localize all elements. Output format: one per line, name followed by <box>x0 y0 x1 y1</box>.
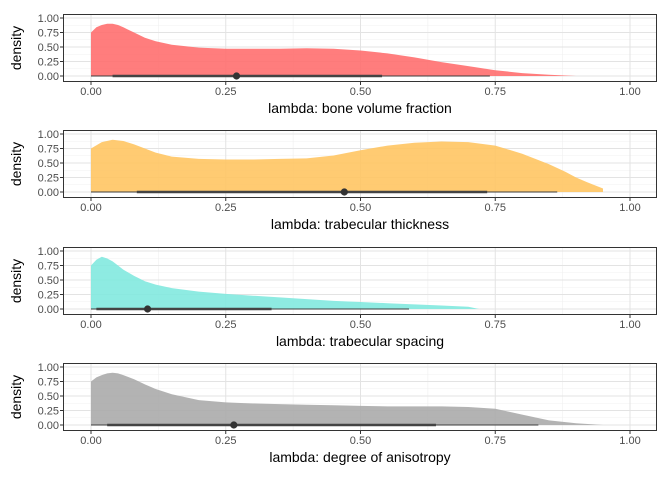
density-panel: 0.00 0.25 0.50 0.75 1.00 0.00 0.25 0.50 0.75 1.00… <box>8 129 657 232</box>
x-tick-label: 0.75 <box>485 319 506 331</box>
x-tick-label: 0.00 <box>80 202 101 214</box>
density-area <box>91 139 603 192</box>
x-tick-label: 0.75 <box>485 435 506 447</box>
y-tick-label: 0.25 <box>38 406 59 418</box>
x-axis-title: lambda: trabecular thickness <box>271 216 449 232</box>
point-estimate <box>143 305 152 313</box>
x-tick-label: 0.50 <box>350 319 371 331</box>
x-tick-label: 0.50 <box>350 435 371 447</box>
y-tick-label: 0.50 <box>38 391 59 403</box>
point-estimate <box>232 72 241 80</box>
x-tick-label: 0.75 <box>485 86 506 98</box>
y-tick-label: 0.00 <box>38 420 59 432</box>
y-axis-title: density <box>8 375 24 419</box>
y-tick-label: 0.25 <box>38 57 59 69</box>
x-tick-label: 0.00 <box>80 435 101 447</box>
x-tick-label: 0.75 <box>485 202 506 214</box>
y-tick-label: 1.00 <box>38 13 59 25</box>
y-tick-label: 1.00 <box>38 246 59 258</box>
y-tick-label: 1.00 <box>38 362 59 374</box>
density-panel: 0.00 0.25 0.50 0.75 1.00 0.00 0.25 0.50 0.75 1.00… <box>8 362 657 465</box>
x-axis-title: lambda: degree of anisotropy <box>269 449 450 465</box>
x-tick-label: 1.00 <box>619 86 640 98</box>
x-axis-title: lambda: bone volume fraction <box>268 100 452 116</box>
x-tick-label: 1.00 <box>619 319 640 331</box>
density-panel: 0.00 0.25 0.50 0.75 1.00 0.00 0.25 0.50 0.75 1.00… <box>8 13 657 116</box>
x-tick-label: 1.00 <box>619 202 640 214</box>
y-axis-title: density <box>8 259 24 303</box>
density-area <box>91 23 577 76</box>
x-tick-label: 0.25 <box>215 319 236 331</box>
panel-border <box>63 363 657 431</box>
point-estimate <box>230 421 238 429</box>
panel-border <box>63 14 657 82</box>
y-tick-label: 0.50 <box>38 42 59 54</box>
density-panel: 0.00 0.25 0.50 0.75 1.00 0.00 0.25 0.50 0.75 1.00… <box>8 246 657 349</box>
x-tick-label: 0.00 <box>80 86 101 98</box>
y-tick-label: 0.25 <box>38 290 59 302</box>
y-tick-label: 0.00 <box>38 187 59 199</box>
y-tick-label: 0.50 <box>38 275 59 287</box>
y-tick-label: 0.00 <box>38 304 59 316</box>
y-tick-label: 1.00 <box>38 129 59 141</box>
y-axis-title: density <box>8 26 24 70</box>
x-tick-label: 1.00 <box>619 435 640 447</box>
y-tick-label: 0.25 <box>38 173 59 185</box>
x-tick-label: 0.00 <box>80 319 101 331</box>
x-axis-title: lambda: trabecular spacing <box>276 333 444 349</box>
x-tick-label: 0.50 <box>350 202 371 214</box>
y-tick-label: 0.75 <box>38 144 59 156</box>
x-tick-label: 0.50 <box>350 86 371 98</box>
y-tick-label: 0.75 <box>38 28 59 40</box>
y-tick-label: 0.75 <box>38 377 59 389</box>
panel-border <box>63 247 657 315</box>
x-tick-label: 0.25 <box>215 435 236 447</box>
y-tick-label: 0.00 <box>38 71 59 83</box>
density-area <box>91 372 603 425</box>
panel-border <box>63 130 657 198</box>
x-tick-label: 0.25 <box>215 86 236 98</box>
x-tick-label: 0.25 <box>215 202 236 214</box>
y-axis-title: density <box>8 142 24 186</box>
point-estimate <box>340 188 348 196</box>
y-tick-label: 0.75 <box>38 261 59 273</box>
y-tick-label: 0.50 <box>38 158 59 170</box>
density-area <box>91 256 480 309</box>
